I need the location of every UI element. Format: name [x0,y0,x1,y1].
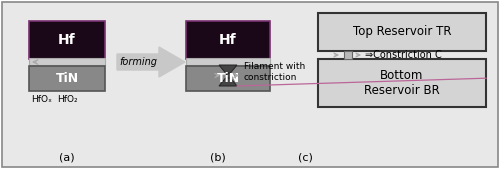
FancyBboxPatch shape [186,66,270,91]
FancyBboxPatch shape [186,21,270,59]
Text: ⇒Constriction C: ⇒Constriction C [365,50,442,60]
Polygon shape [219,65,237,73]
Text: forming: forming [119,57,157,67]
Text: (b): (b) [210,152,226,162]
Text: Bottom
Reservoir BR: Bottom Reservoir BR [364,69,440,97]
Text: Filament with
constriction: Filament with constriction [244,62,305,82]
FancyBboxPatch shape [2,2,498,167]
Text: (c): (c) [298,152,312,162]
FancyArrow shape [117,47,185,77]
Polygon shape [226,73,230,78]
FancyBboxPatch shape [344,51,352,59]
Polygon shape [219,78,237,86]
FancyBboxPatch shape [29,58,105,65]
FancyBboxPatch shape [29,21,105,59]
Text: HfOₓ: HfOₓ [31,95,52,104]
Text: TiN: TiN [56,73,78,86]
Text: (a): (a) [59,152,75,162]
FancyBboxPatch shape [29,66,105,91]
FancyBboxPatch shape [186,58,270,65]
Text: Top Reservoir TR: Top Reservoir TR [353,26,451,39]
FancyBboxPatch shape [318,59,486,107]
Text: Hf: Hf [58,33,76,47]
Text: TiN: TiN [216,73,240,86]
Text: Hf: Hf [219,33,237,47]
FancyBboxPatch shape [318,13,486,51]
Text: HfO₂: HfO₂ [57,95,78,104]
